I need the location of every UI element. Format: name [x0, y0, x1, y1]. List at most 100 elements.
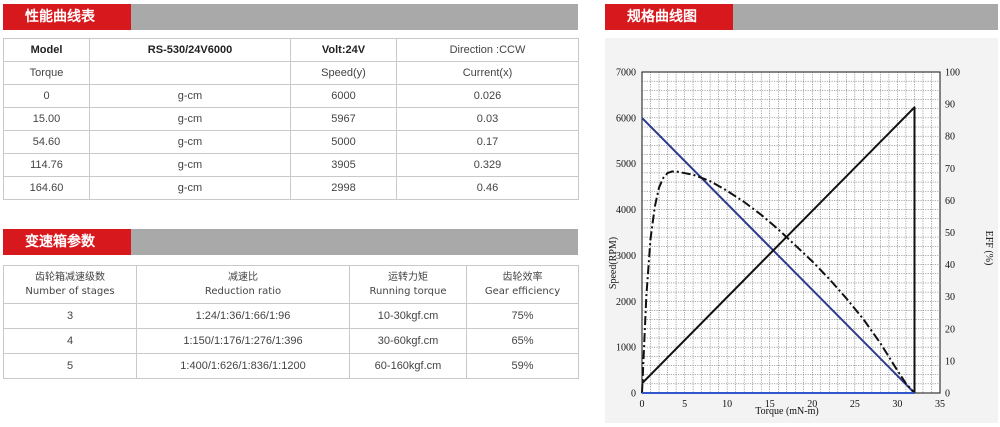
table-row: 4 1:150/1:176/1:276/1:396 30-60kgf.cm 65… — [3, 328, 579, 354]
y-tick-label: 4000 — [616, 205, 636, 216]
table-row: 0 g-cm 6000 0.026 — [3, 84, 579, 108]
series-line-1 — [641, 106, 916, 393]
running-torque-header-cn: 运转力矩 — [388, 271, 428, 283]
gearbox-header-row: 齿轮箱减速级数 Number of stages 减速比 Reduction rat… — [3, 265, 579, 304]
x-tick-label: 0 — [640, 399, 645, 410]
current-header: Current(x) — [396, 61, 579, 85]
current-cell: 0.026 — [396, 84, 579, 108]
stages-cell: 3 — [3, 303, 137, 329]
x-tick-label: 35 — [935, 399, 945, 410]
stages-header-en: Number of stages — [25, 285, 115, 297]
unit-cell: g-cm — [89, 153, 291, 177]
torque-cell: 0 — [3, 84, 90, 108]
curve-header: 规格曲线图 — [605, 4, 998, 30]
gearbox-table: 齿轮箱减速级数 Number of stages 减速比 Reduction rat… — [3, 265, 579, 379]
performance-table: Model RS-530/24V6000 Volt:24V Direction … — [3, 38, 579, 200]
stages-cell: 5 — [3, 353, 137, 379]
torque-cell: 114.76 — [3, 153, 90, 177]
running-torque-header: 运转力矩 Running torque — [349, 265, 467, 304]
y-tick-label: 7000 — [616, 68, 636, 79]
y2-tick-label: 70 — [945, 164, 955, 175]
x-tick-label: 10 — [722, 399, 732, 410]
running-torque-header-en: Running torque — [369, 285, 447, 297]
ratio-header-en: Reduction ratio — [204, 285, 282, 297]
y-axis-label: Speed(RPM) — [608, 237, 619, 289]
table-row: 164.60 g-cm 2998 0.46 — [3, 176, 579, 200]
running-torque-cell: 10-30kgf.cm — [349, 303, 467, 329]
ratio-header-cn: 减速比 — [228, 271, 258, 283]
x-tick-label: 20 — [807, 399, 817, 410]
performance-header-row: Model RS-530/24V6000 Volt:24V Direction … — [3, 38, 579, 62]
x-tick-label: 15 — [765, 399, 775, 410]
x-tick-label: 25 — [850, 399, 860, 410]
speed-cell: 6000 — [290, 84, 397, 108]
y2-tick-label: 100 — [945, 68, 960, 79]
direction-value: Direction :CCW — [396, 38, 579, 62]
speed-header: Speed(y) — [290, 61, 397, 85]
table-row: 3 1:24/1:36/1:66/1:96 10-30kgf.cm 75% — [3, 303, 579, 329]
series-line-0 — [641, 117, 916, 394]
efficiency-cell: 65% — [466, 328, 579, 354]
ratio-cell: 1:24/1:36/1:66/1:96 — [136, 303, 350, 329]
y-tick-label: 3000 — [616, 251, 636, 262]
current-cell: 0.03 — [396, 107, 579, 131]
y2-tick-label: 30 — [945, 292, 955, 303]
y2-tick-label: 80 — [945, 132, 955, 143]
y2-axis-label: EFF (%) — [983, 231, 994, 266]
efficiency-cell: 59% — [466, 353, 579, 379]
unit-cell: g-cm — [89, 130, 291, 154]
curve-chart-panel: 0 5 10 15 20 25 30 35 0 1000 2000 3000 4000 5000 6000 7… — [605, 38, 998, 423]
speed-cell: 3905 — [290, 153, 397, 177]
running-torque-cell: 60-160kgf.cm — [349, 353, 467, 379]
gearbox-header: 变速箱参数 — [3, 229, 578, 255]
table-row: 114.76 g-cm 3905 0.329 — [3, 153, 579, 177]
y2-tick-label: 90 — [945, 100, 955, 111]
y2-tick-label: 50 — [945, 228, 955, 239]
speed-cell: 2998 — [290, 176, 397, 200]
y2-tick-label: 20 — [945, 324, 955, 335]
performance-title: 性能曲线表 — [3, 4, 131, 30]
running-torque-cell: 30-60kgf.cm — [349, 328, 467, 354]
efficiency-header: 齿轮效率 Gear efficiency — [466, 265, 579, 304]
y2-tick-label: 10 — [945, 356, 955, 367]
x-axis-label: Torque (mN-m) — [755, 406, 818, 417]
performance-subheader-row: Torque Speed(y) Current(x) — [3, 61, 579, 85]
current-cell: 0.329 — [396, 153, 579, 177]
curve-chart: 0 5 10 15 20 25 30 3501000200030004000500060007… — [608, 68, 994, 418]
current-cell: 0.17 — [396, 130, 579, 154]
y2-tick-label: 60 — [945, 196, 955, 207]
ratio-cell: 1:150/1:176/1:276/1:396 — [136, 328, 350, 354]
volt-value: Volt:24V — [290, 38, 397, 62]
y-tick-label: 2000 — [616, 297, 636, 308]
torque-cell: 164.60 — [3, 176, 90, 200]
torque-cell: 15.00 — [3, 107, 90, 131]
model-label: Model — [3, 38, 90, 62]
table-row: 5 1:400/1:626/1:836/1:1200 60-160kgf.cm … — [3, 353, 579, 379]
efficiency-header-en: Gear efficiency — [484, 285, 561, 297]
gearbox-title: 变速箱参数 — [3, 229, 131, 255]
ratio-cell: 1:400/1:626/1:836/1:1200 — [136, 353, 350, 379]
x-tick-label: 30 — [892, 399, 902, 410]
y-tick-label: 5000 — [616, 159, 636, 170]
curve-title: 规格曲线图 — [605, 4, 733, 30]
y-tick-label: 1000 — [616, 343, 636, 354]
x-tick-label: 5 — [682, 399, 687, 410]
unit-cell: g-cm — [89, 107, 291, 131]
table-row: 54.60 g-cm 5000 0.17 — [3, 130, 579, 154]
speed-cell: 5967 — [290, 107, 397, 131]
torque-header: Torque — [3, 61, 90, 85]
efficiency-header-cn: 齿轮效率 — [502, 271, 543, 283]
performance-header: 性能曲线表 — [3, 4, 578, 30]
y2-tick-label: 40 — [945, 260, 955, 271]
unit-header — [89, 61, 291, 85]
y2-tick-label: 0 — [945, 389, 950, 400]
stages-header-cn: 齿轮箱减速级数 — [35, 271, 105, 283]
unit-cell: g-cm — [89, 176, 291, 200]
model-value: RS-530/24V6000 — [89, 38, 291, 62]
stages-header: 齿轮箱减速级数 Number of stages — [3, 265, 137, 304]
y-tick-label: 0 — [631, 389, 636, 400]
y-tick-label: 6000 — [616, 113, 636, 124]
table-row: 15.00 g-cm 5967 0.03 — [3, 107, 579, 131]
current-cell: 0.46 — [396, 176, 579, 200]
ratio-header: 减速比 Reduction ratio — [136, 265, 350, 304]
